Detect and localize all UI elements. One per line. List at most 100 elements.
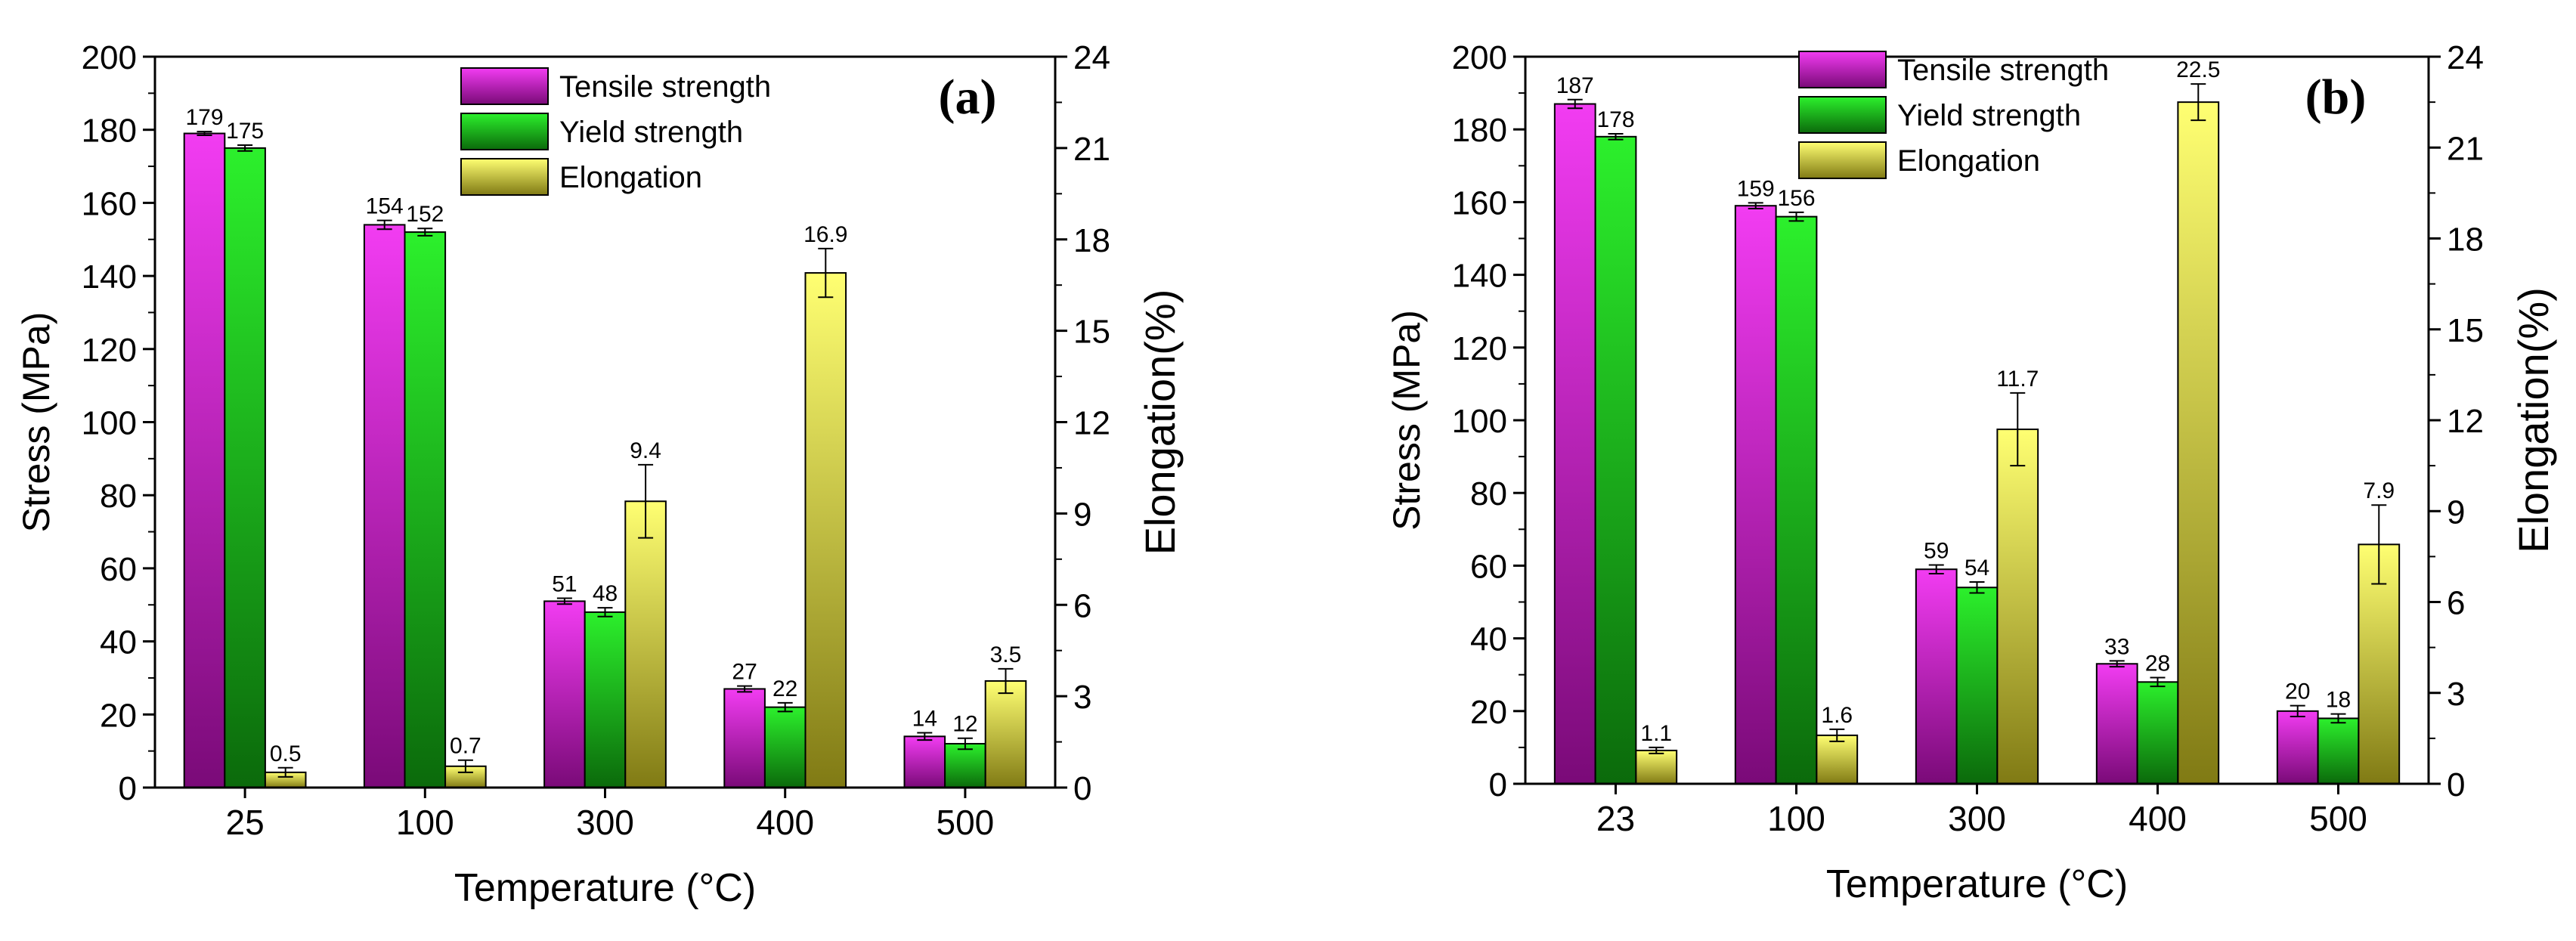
y2-tick-label: 15	[2447, 312, 2484, 349]
x-tick-label: 100	[1767, 799, 1825, 838]
y2-tick-label: 24	[2447, 39, 2484, 76]
bar-yield-strength-400	[2136, 681, 2179, 785]
x-axis-title: Temperature (°C)	[454, 866, 756, 910]
y2-tick-label: 9	[2447, 494, 2465, 531]
y-axis-title: Stress (MPa)	[1386, 310, 1428, 531]
y2-tick-label: 21	[2447, 130, 2484, 167]
y-tick-label: 40	[1470, 621, 1507, 658]
y2-tick-label: 3	[1073, 679, 1091, 716]
y-tick-label: 140	[82, 258, 137, 296]
bar-elongation-100	[1816, 734, 1859, 785]
data-label-tensile-strength-100: 159	[1737, 176, 1775, 201]
legend-label-yield-strength: Yield strength	[559, 116, 743, 149]
data-label-elongation-400: 22.5	[2176, 57, 2220, 82]
bar-yield-strength-100	[404, 231, 447, 788]
x-tick-label: 25	[226, 803, 265, 842]
y-tick-label: 100	[82, 405, 137, 442]
data-label-elongation-100: 1.6	[1821, 703, 1853, 728]
x-tick-label: 100	[396, 803, 454, 842]
y2-tick-label: 12	[2447, 403, 2484, 440]
y-axis-title: Stress (MPa)	[15, 312, 57, 533]
data-label-yield-strength-300: 48	[593, 581, 618, 606]
bar-elongation-500	[984, 679, 1027, 789]
legend-label-yield-strength: Yield strength	[1897, 99, 2081, 132]
legend-swatch-yield-strength	[1798, 96, 1887, 134]
data-label-yield-strength-500: 18	[2326, 688, 2351, 713]
bar-yield-strength-100	[1775, 215, 1818, 785]
legend-swatch-elongation	[460, 158, 549, 196]
x-tick-label: 500	[2309, 799, 2367, 838]
bar-tensile-strength-400	[723, 688, 766, 789]
chart-panel-a: 179 154 51 27 14 175 152 48 22 12 0.5 0.7 9.4 16.9 3.5…	[15, 39, 1184, 910]
legend-swatch-yield-strength	[460, 113, 549, 150]
bar-tensile-strength-100	[1734, 205, 1777, 785]
bar-tensile-strength-400	[2095, 663, 2138, 785]
data-label-tensile-strength-400: 27	[732, 660, 757, 685]
y-tick-label: 100	[1452, 403, 1507, 440]
legend-swatch-tensile-strength	[1798, 51, 1887, 88]
y2-tick-label: 3	[2447, 676, 2465, 713]
data-label-tensile-strength-300: 59	[1924, 538, 1949, 563]
x-tick-label: 500	[937, 803, 995, 842]
x-tick-label: 300	[1948, 799, 2006, 838]
legend-swatch-tensile-strength	[460, 67, 549, 105]
y2-axis-title: Elongation(%)	[1136, 289, 1184, 556]
y-tick-label: 60	[1470, 548, 1507, 585]
y-tick-label: 200	[1452, 39, 1507, 76]
y2-tick-label: 0	[1073, 770, 1091, 807]
y-tick-label: 200	[82, 39, 137, 76]
x-tick-label: 400	[756, 803, 814, 842]
y2-tick-label: 18	[1073, 222, 1110, 259]
data-label-elongation-25: 0.5	[270, 741, 302, 766]
bar-yield-strength-400	[763, 706, 807, 789]
y2-tick-label: 21	[1073, 131, 1110, 168]
bar-yield-strength-300	[1955, 587, 1999, 785]
bar-elongation-300	[624, 500, 667, 789]
legend-label-elongation: Elongation	[559, 161, 702, 194]
y2-tick-label: 15	[1073, 314, 1110, 351]
panel-label: (a)	[939, 70, 997, 125]
bar-yield-strength-23	[1594, 135, 1637, 785]
legend-label-elongation: Elongation	[1897, 144, 2040, 178]
bar-tensile-strength-23	[1553, 103, 1596, 785]
data-label-yield-strength-25: 175	[226, 119, 264, 144]
y-tick-label: 0	[1489, 766, 1507, 803]
data-label-tensile-strength-25: 179	[185, 105, 223, 130]
data-label-tensile-strength-500: 20	[2285, 679, 2310, 704]
y-tick-label: 140	[1452, 258, 1507, 295]
data-label-elongation-400: 16.9	[803, 222, 847, 247]
y-tick-label: 160	[82, 185, 137, 222]
panel-label: (b)	[2305, 70, 2367, 125]
data-label-tensile-strength-100: 154	[366, 194, 404, 219]
y2-tick-label: 6	[1073, 587, 1091, 624]
bar-yield-strength-300	[584, 611, 627, 788]
x-tick-label: 23	[1596, 799, 1635, 838]
data-label-elongation-300: 11.7	[1996, 367, 2039, 392]
bar-elongation-300	[1996, 429, 2039, 785]
y2-tick-label: 24	[1073, 39, 1110, 76]
bar-yield-strength-500	[2317, 717, 2360, 785]
y-tick-label: 20	[100, 697, 137, 734]
y-tick-label: 20	[1470, 694, 1507, 731]
y-tick-label: 80	[1470, 475, 1507, 512]
data-label-yield-strength-100: 156	[1777, 186, 1815, 211]
y2-tick-label: 9	[1073, 496, 1091, 533]
bar-tensile-strength-25	[183, 132, 226, 789]
y2-tick-label: 6	[2447, 585, 2465, 622]
data-label-tensile-strength-400: 33	[2104, 634, 2129, 659]
bar-elongation-400	[2177, 101, 2220, 785]
legend-swatch-elongation	[1798, 141, 1887, 179]
bar-tensile-strength-500	[903, 735, 946, 788]
data-label-tensile-strength-500: 14	[912, 706, 937, 731]
data-label-yield-strength-23: 178	[1596, 107, 1634, 132]
chart-panel-b: 1871595933201781565428181.11.611.722.57.…	[1386, 39, 2557, 906]
y-tick-label: 40	[100, 624, 137, 661]
data-label-yield-strength-300: 54	[1965, 556, 1989, 580]
bar-yield-strength-500	[944, 742, 986, 788]
data-label-yield-strength-400: 22	[772, 676, 797, 701]
legend-label-tensile-strength: Tensile strength	[559, 70, 771, 104]
y2-axis-title: Elongation(%)	[2509, 287, 2557, 553]
bar-tensile-strength-300	[543, 600, 586, 788]
